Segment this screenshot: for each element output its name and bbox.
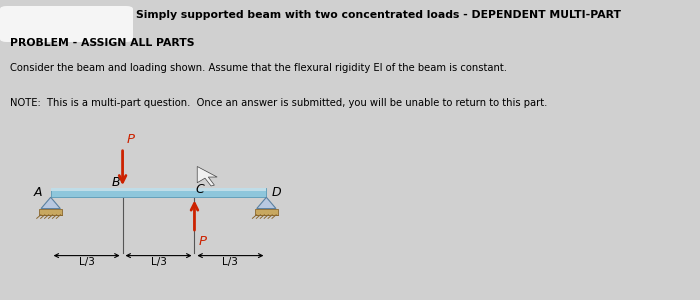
Text: L/3: L/3 — [78, 257, 95, 267]
Bar — [255, 208, 278, 215]
Text: D: D — [271, 186, 281, 199]
FancyBboxPatch shape — [0, 6, 133, 42]
Bar — [50, 188, 266, 197]
Text: L/3: L/3 — [223, 257, 238, 267]
Text: C: C — [196, 183, 204, 196]
Text: Consider the beam and loading shown. Assume that the flexural rigidity EI of the: Consider the beam and loading shown. Ass… — [10, 63, 508, 73]
Text: NOTE:  This is a multi-part question.  Once an answer is submitted, you will be : NOTE: This is a multi-part question. Onc… — [10, 98, 548, 107]
Text: P: P — [127, 133, 134, 146]
Text: L/3: L/3 — [150, 257, 167, 267]
Polygon shape — [197, 167, 217, 186]
Text: Simply supported beam with two concentrated loads - DEPENDENT MULTI-PART: Simply supported beam with two concentra… — [136, 11, 622, 20]
Bar — [50, 188, 266, 190]
Text: B: B — [111, 176, 120, 189]
Text: A: A — [34, 186, 43, 199]
Text: P: P — [199, 235, 206, 248]
Bar — [39, 208, 62, 215]
Polygon shape — [257, 197, 276, 208]
Text: PROBLEM - ASSIGN ALL PARTS: PROBLEM - ASSIGN ALL PARTS — [10, 38, 195, 47]
Polygon shape — [41, 197, 60, 208]
